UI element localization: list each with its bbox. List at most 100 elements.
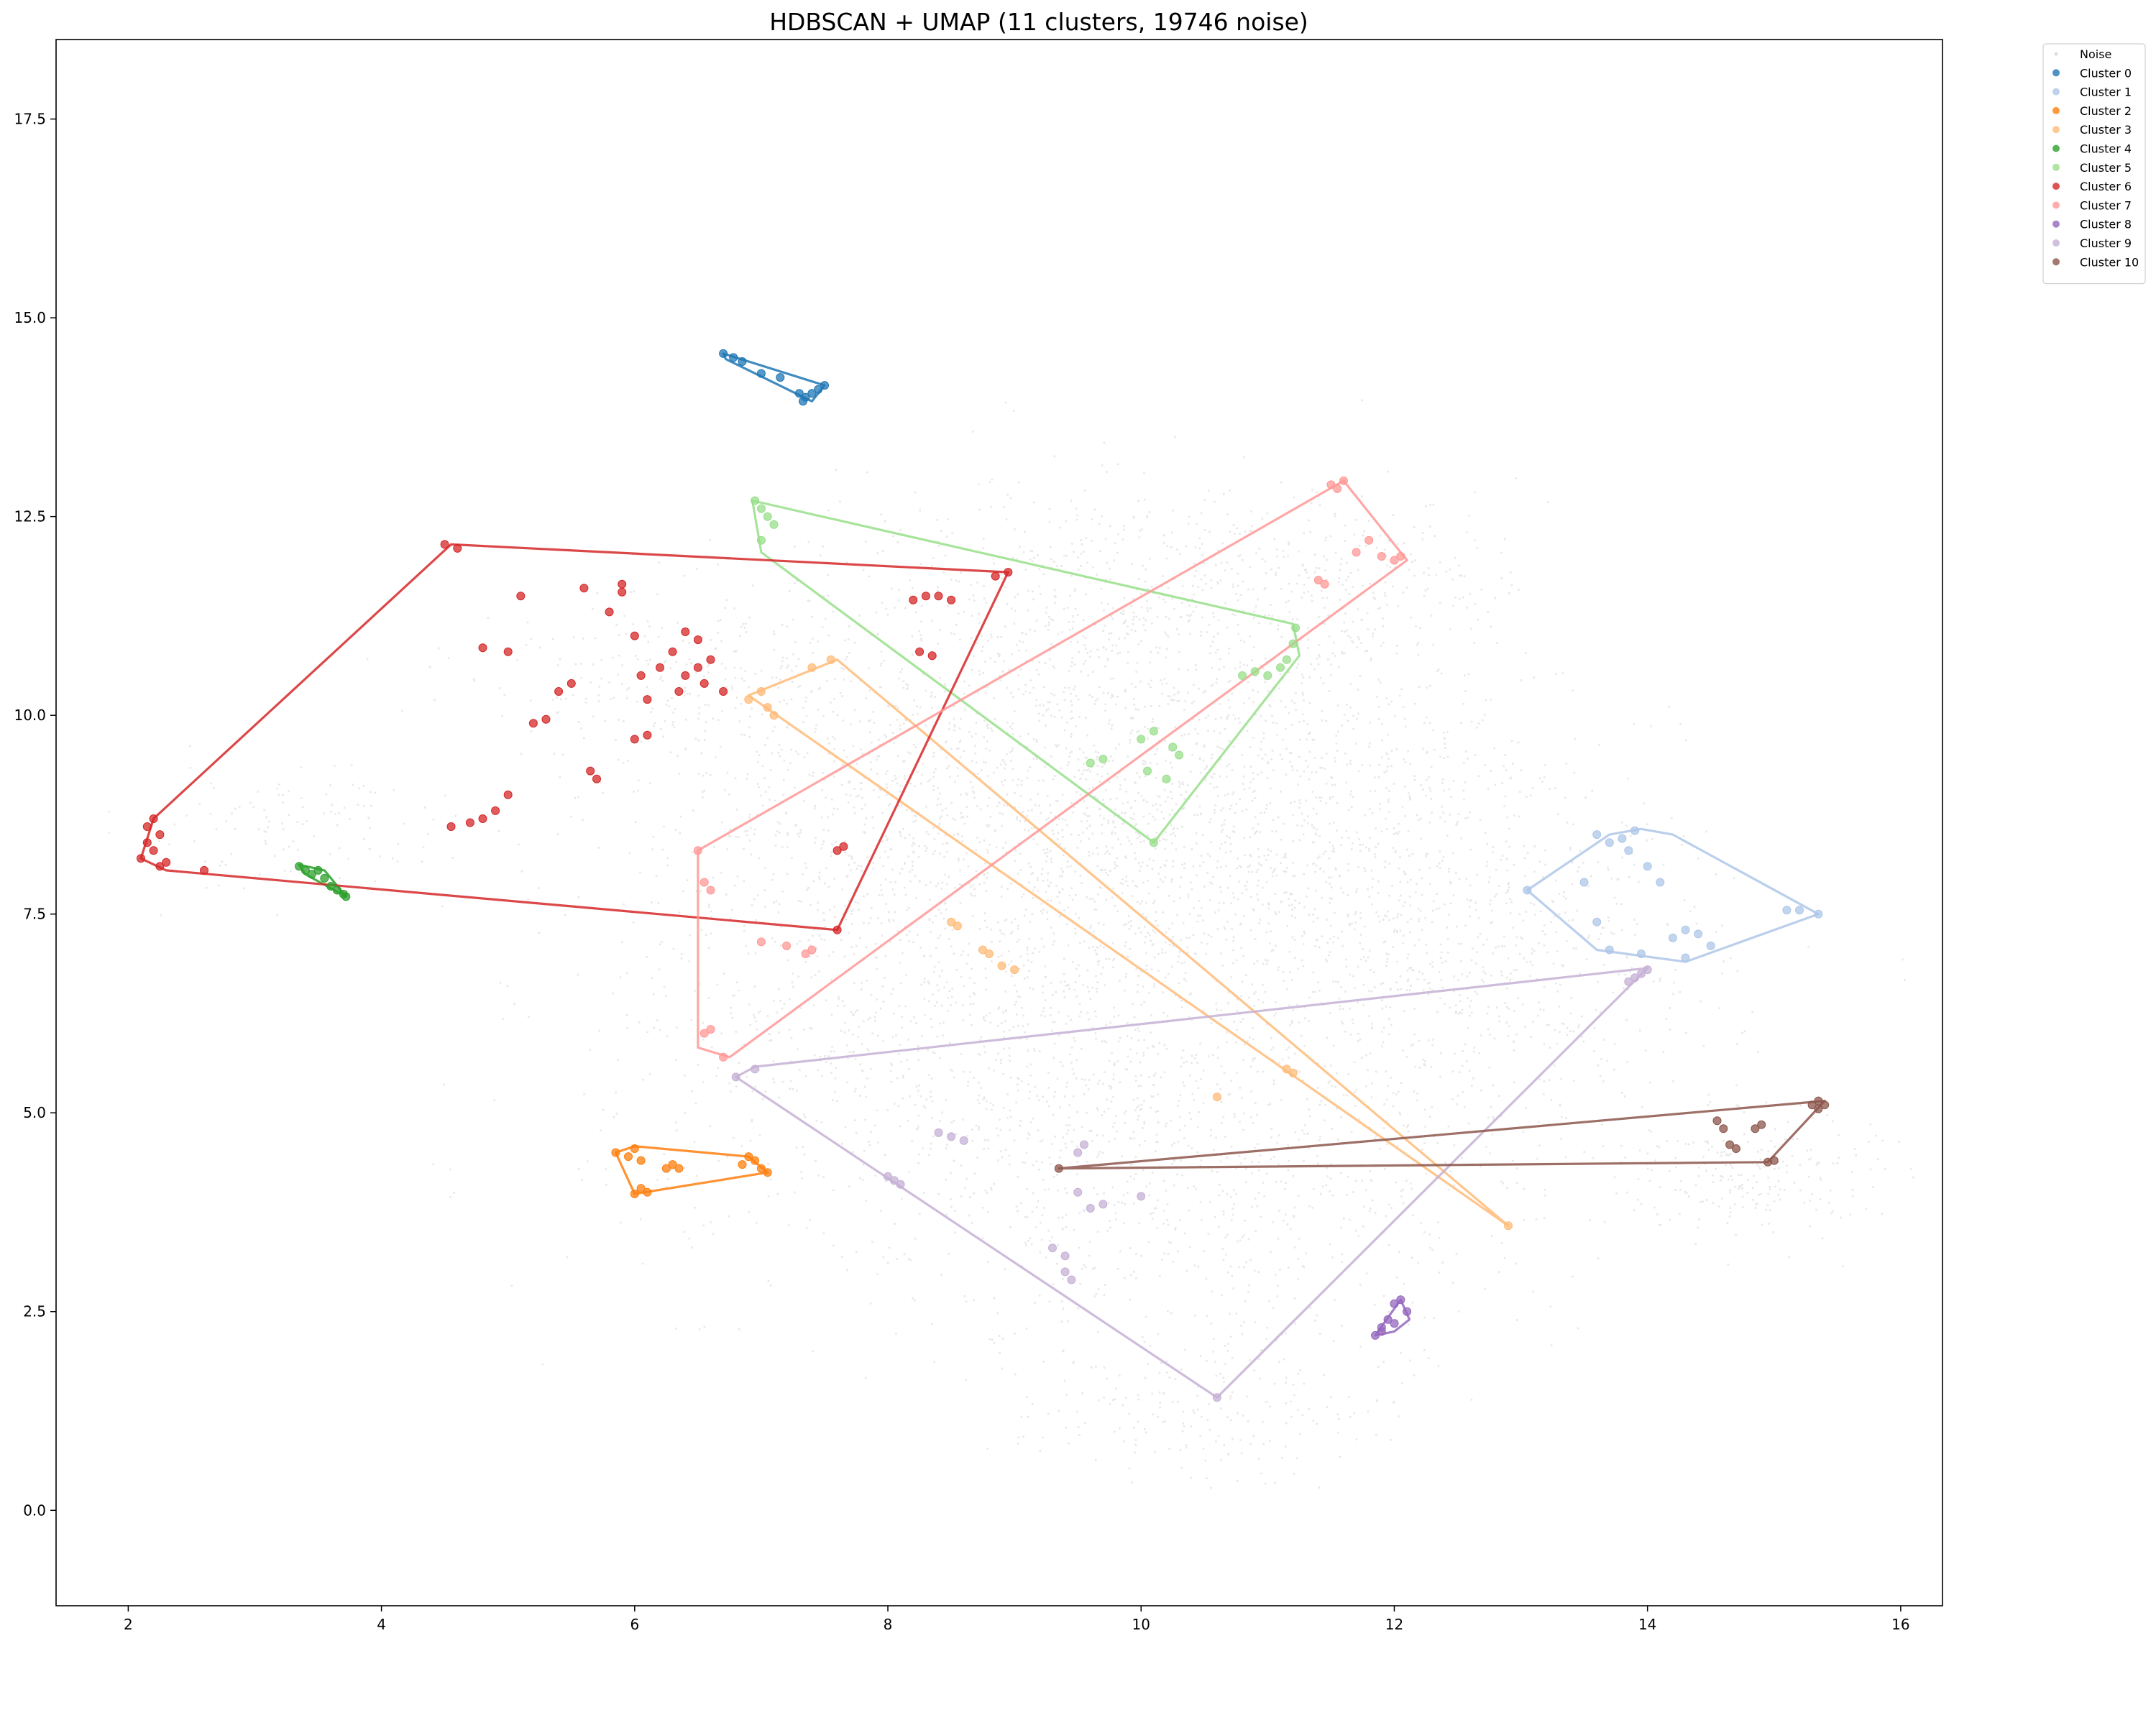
x-tick-label: 14: [1638, 1616, 1656, 1633]
cluster-6-point: [668, 647, 677, 656]
cluster-6-point: [693, 635, 702, 645]
cluster-6-point: [592, 774, 601, 783]
x-tick-label: 4: [377, 1616, 386, 1633]
cluster-1-point: [1814, 909, 1823, 919]
cluster-9-point: [889, 1176, 899, 1185]
cluster-6-point: [579, 584, 589, 593]
cluster-0-point: [719, 349, 728, 358]
cluster-6-point: [832, 925, 842, 934]
cluster-5-point: [1168, 742, 1178, 752]
cluster-7-point: [693, 846, 702, 855]
cluster-2-point: [763, 1168, 772, 1177]
cluster-5-point: [1288, 639, 1298, 648]
cluster-6-point: [681, 671, 690, 680]
cluster-2-point: [630, 1190, 639, 1198]
cluster-10-point: [1807, 1100, 1817, 1110]
cluster-6-point: [832, 846, 842, 855]
cluster-5-point: [1282, 655, 1291, 664]
cluster-2-point: [674, 1164, 684, 1173]
plot-frame: [55, 39, 1943, 1606]
cluster-0-point: [807, 389, 817, 398]
legend-marker: [2054, 52, 2058, 56]
x-tick-label: 8: [884, 1616, 893, 1633]
cluster-7-point: [699, 878, 709, 887]
cluster-7-point: [1313, 576, 1323, 585]
cluster-5-point: [1137, 735, 1146, 744]
cluster-2-points: [611, 1144, 772, 1198]
cluster-6-point: [142, 822, 152, 831]
cluster-4-point: [341, 892, 351, 901]
cluster-0-point: [794, 389, 804, 398]
legend-marker: [2052, 126, 2060, 134]
cluster-0-point: [729, 353, 738, 362]
cluster-6-point: [921, 592, 930, 601]
cluster-6-point: [643, 695, 652, 704]
legend-label: Cluster 4: [2080, 142, 2132, 156]
cluster-9-point: [751, 1065, 760, 1074]
cluster-6-point: [503, 647, 513, 656]
legend-marker: [2052, 258, 2060, 266]
cluster-3-point: [984, 950, 994, 958]
cluster-10-hull: [1058, 1099, 1826, 1170]
cluster-1-point: [1656, 878, 1665, 887]
cluster-8-hull: [1374, 1298, 1411, 1337]
cluster-3-point: [1288, 1068, 1298, 1077]
cluster-6-point: [947, 595, 956, 604]
cluster-6-point: [909, 595, 918, 604]
cluster-5-point: [1086, 758, 1095, 768]
cluster-7-point: [706, 886, 715, 895]
cluster-6-point: [656, 663, 664, 672]
legend-label: Cluster 9: [2080, 236, 2132, 250]
cluster-10-point: [1814, 1104, 1823, 1113]
cluster-9-point: [1636, 969, 1646, 978]
x-axis: 2 4 6 8 10 12 14 16: [124, 1606, 1910, 1633]
cluster-6-point: [839, 842, 848, 851]
cluster-9-point: [1060, 1267, 1070, 1277]
cluster-6-point: [927, 651, 937, 661]
cluster-7-point: [807, 945, 817, 955]
cluster-4-point: [307, 870, 316, 879]
y-tick-label: 17.5: [14, 111, 46, 128]
cluster-6-point: [465, 818, 474, 827]
cluster-1-point: [1694, 929, 1703, 939]
y-tick-label: 5.0: [23, 1104, 46, 1121]
cluster-6-point: [643, 730, 652, 740]
cluster-7-point: [719, 1052, 728, 1062]
cluster-1-point: [1579, 878, 1589, 887]
cluster-5-point: [751, 496, 760, 505]
plot-area: [56, 40, 1942, 1606]
cluster-9-points: [731, 965, 1652, 1402]
legend-label: Cluster 2: [2080, 104, 2132, 118]
cluster-0-point: [814, 385, 823, 394]
cluster-7-point: [1390, 556, 1399, 565]
cluster-10-point: [1731, 1144, 1740, 1153]
cluster-6-point: [478, 814, 487, 823]
cluster-0-points: [719, 349, 829, 406]
y-tick-label: 2.5: [23, 1303, 46, 1320]
cluster-6-point: [674, 687, 684, 696]
cluster-2-point: [668, 1160, 677, 1169]
cluster-1-point: [1523, 886, 1532, 895]
cluster-6-point: [706, 655, 715, 664]
y-tick-label: 12.5: [14, 508, 46, 525]
cluster-6-point: [681, 627, 690, 636]
cluster-3-points: [744, 655, 1513, 1231]
cluster-7-point: [801, 950, 810, 958]
cluster-5-point: [1238, 671, 1247, 680]
legend-marker: [2052, 183, 2060, 190]
cluster-1-point: [1681, 925, 1690, 934]
cluster-3-point: [1504, 1221, 1513, 1231]
cluster-6-point: [446, 822, 456, 831]
cluster-5-point: [1149, 727, 1158, 736]
cluster-6-point: [149, 814, 158, 823]
legend-label: Cluster 1: [2080, 86, 2132, 99]
cluster-1-point: [1630, 826, 1640, 835]
cluster-10-point: [1751, 1124, 1760, 1134]
cluster-3-point: [769, 711, 779, 720]
cluster-7-point: [1333, 484, 1342, 493]
cluster-8-point: [1396, 1295, 1405, 1305]
legend-label: Cluster 8: [2080, 218, 2132, 231]
legend-marker: [2052, 201, 2060, 209]
cluster-7-point: [699, 1029, 709, 1038]
